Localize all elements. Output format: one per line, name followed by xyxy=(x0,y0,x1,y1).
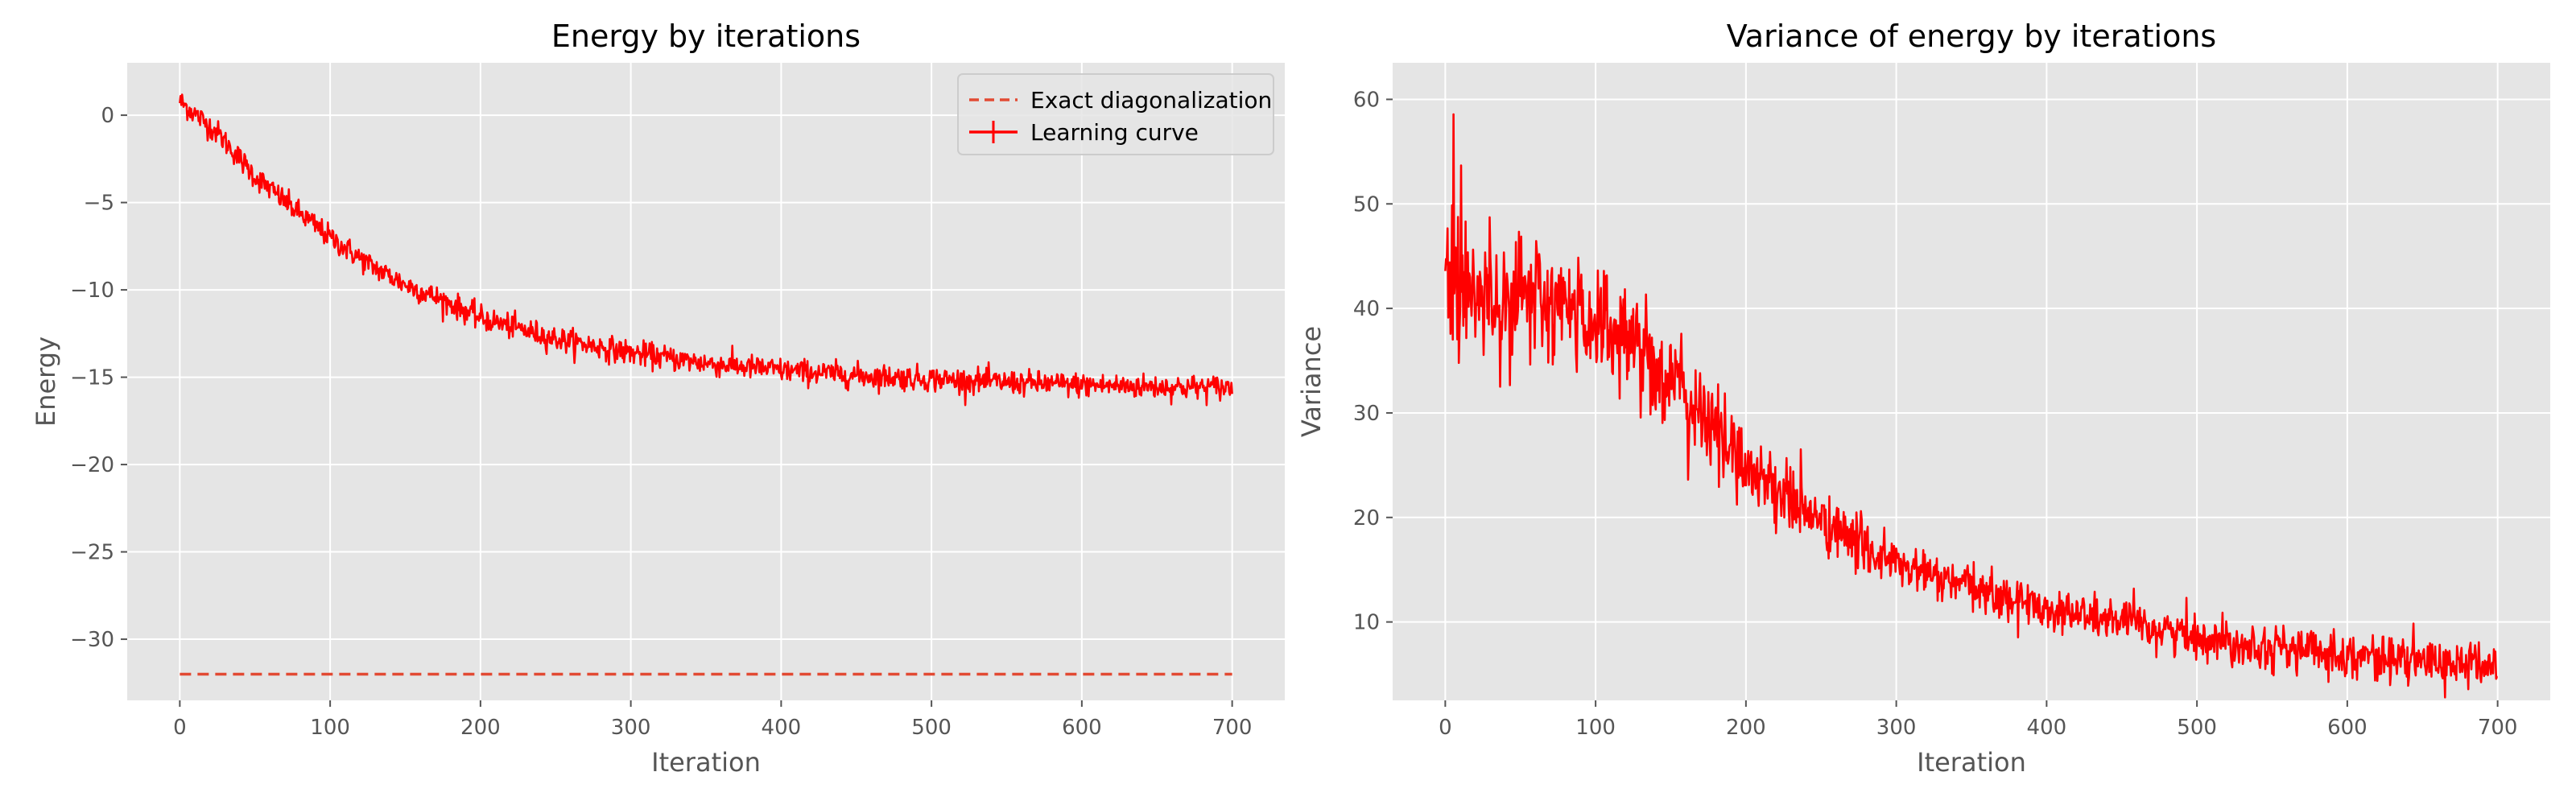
x-tick-label: 100 xyxy=(1575,716,1616,740)
legend: Exact diagonalization Learning curve xyxy=(957,73,1274,155)
y-tick-label: 10 xyxy=(1353,611,1380,635)
x-tick-label: 700 xyxy=(1212,716,1253,740)
y-tick-label: −15 xyxy=(70,366,114,390)
y-tick-label: 50 xyxy=(1353,192,1380,217)
legend-label: Learning curve xyxy=(1030,119,1199,146)
energy-chart: 0 100 200 300 400 500 600 700 0 −5 −10 −15 −20 −25 −30… xyxy=(31,19,1285,778)
x-tick-label: 400 xyxy=(762,716,802,740)
y-tick-label: 0 xyxy=(101,104,114,128)
x-tick-label: 500 xyxy=(2177,716,2217,740)
x-tick-label: 400 xyxy=(2027,716,2067,740)
x-tick-label: 200 xyxy=(1726,716,1766,740)
x-tick-label: 200 xyxy=(460,716,501,740)
series-variance xyxy=(1444,113,2498,699)
series-learning-curve xyxy=(179,93,1233,407)
plot-area xyxy=(1393,63,2550,700)
x-tick-label: 300 xyxy=(1876,716,1917,740)
x-tick-label: 600 xyxy=(1062,716,1102,740)
x-tick-label: 300 xyxy=(611,716,651,740)
y-tick-label: 60 xyxy=(1353,88,1380,112)
y-tick-label: −10 xyxy=(70,279,114,303)
y-axis-label: Energy xyxy=(31,336,61,427)
chart-title: Variance of energy by iterations xyxy=(1727,19,2216,54)
y-tick-label: −25 xyxy=(70,541,114,565)
x-axis-label: Iteration xyxy=(651,747,761,778)
x-tick-label: 0 xyxy=(1439,716,1452,740)
y-tick-label: −5 xyxy=(84,192,114,216)
plot-area xyxy=(127,63,1285,700)
x-tick-label: 700 xyxy=(2478,716,2518,740)
y-tick-label: 30 xyxy=(1353,402,1380,426)
x-tick-label: 100 xyxy=(310,716,350,740)
x-tick-label: 500 xyxy=(911,716,952,740)
x-axis-label: Iteration xyxy=(1917,747,2026,778)
chart-title: Energy by iterations xyxy=(551,19,861,54)
y-tick-label: 20 xyxy=(1353,506,1380,530)
legend-box xyxy=(957,73,1274,155)
y-axis-label: Variance xyxy=(1296,326,1327,437)
variance-chart: 0 100 200 300 400 500 600 700 10 20 30 40 50 60 Varian… xyxy=(1296,19,2550,778)
y-tick-label: 40 xyxy=(1353,297,1380,321)
x-tick-label: 600 xyxy=(2327,716,2368,740)
legend-label: Exact diagonalization xyxy=(1030,87,1272,114)
y-tick-label: −20 xyxy=(70,453,114,477)
y-tick-label: −30 xyxy=(70,628,114,652)
x-tick-label: 0 xyxy=(173,716,187,740)
